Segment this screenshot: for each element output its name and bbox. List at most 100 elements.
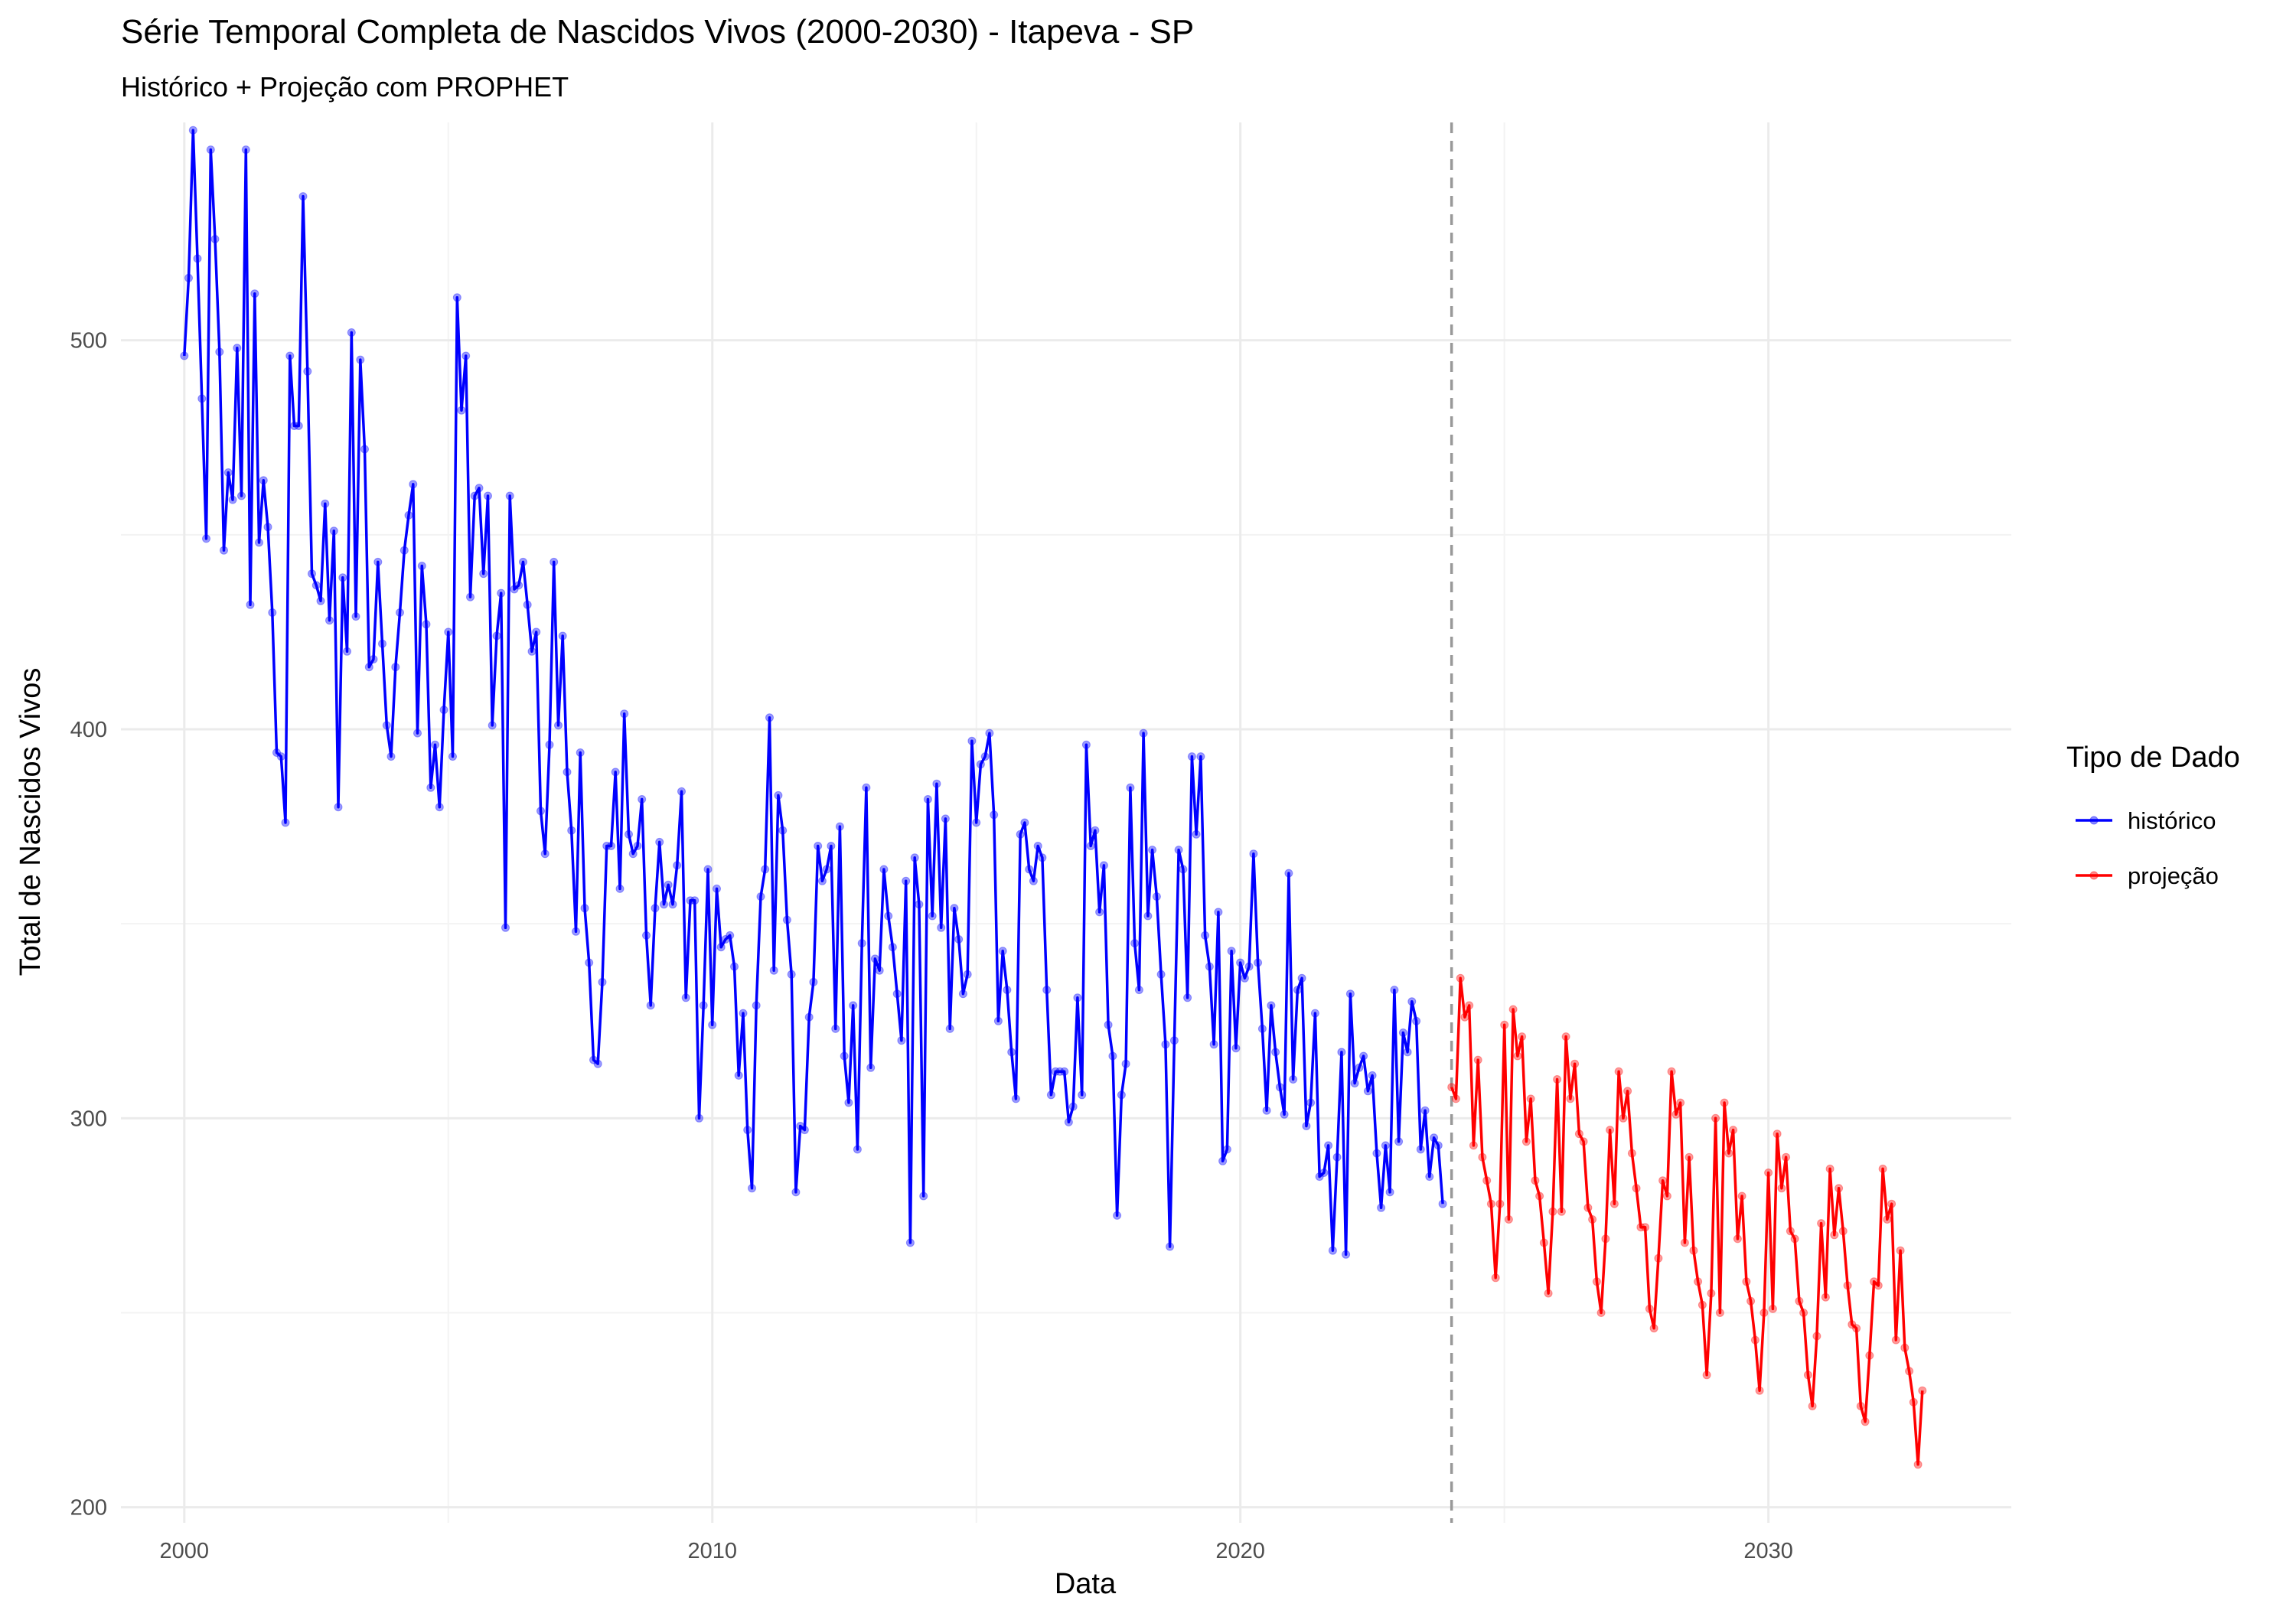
data-point-projecao [1508,1005,1518,1014]
data-point-projecao [1636,1223,1645,1232]
data-point-historico [1218,1156,1228,1165]
data-point-historico [748,1184,756,1193]
data-point-historico [281,818,290,827]
data-point-historico [769,966,778,975]
data-point-historico [897,1036,906,1045]
data-point-historico [945,1024,954,1033]
data-point-historico [466,592,475,601]
data-point-historico [1244,962,1254,971]
data-point-historico [241,145,250,155]
data-point-historico [1416,1145,1425,1154]
data-point-projecao [1680,1238,1689,1247]
data-point-historico [1051,1067,1060,1076]
data-point-historico [651,904,660,913]
data-point-historico [985,729,994,738]
data-point-historico [316,596,325,605]
data-point-projecao [1526,1094,1535,1103]
data-point-historico [941,814,950,823]
data-point-historico [285,351,295,360]
data-point-historico [963,970,972,979]
data-point-projecao [1764,1169,1773,1177]
data-point-historico [514,581,523,590]
data-point-historico [1342,1250,1351,1259]
data-point-projecao [1504,1215,1513,1224]
data-point-historico [1398,1028,1407,1037]
data-point-historico [1068,1102,1078,1111]
data-point-historico [475,484,484,493]
data-point-projecao [1495,1199,1505,1208]
data-point-historico [1042,986,1052,995]
data-point-projecao [1583,1203,1593,1212]
data-point-projecao [1835,1184,1844,1193]
data-point-historico [1086,842,1095,850]
data-point-historico [347,328,356,337]
data-point-historico [505,491,514,500]
data-point-historico [1201,931,1210,940]
data-point-historico [1046,1090,1055,1100]
data-point-projecao [1632,1184,1641,1193]
data-point-historico [290,422,298,430]
data-point-historico [1091,826,1100,835]
data-point-historico [1254,958,1263,967]
grid-minor-lines [121,122,2011,1523]
data-point-historico [875,966,884,975]
data-point-historico [233,344,242,353]
data-point-historico [527,647,536,656]
data-point-projecao [1671,1110,1681,1119]
data-point-historico [369,655,378,663]
data-point-projecao [1473,1055,1482,1064]
data-point-projecao [1825,1164,1835,1173]
data-point-historico [602,842,612,850]
data-point-projecao [1909,1397,1918,1407]
data-point-historico [298,192,308,201]
data-point-projecao [1777,1184,1786,1193]
data-point-historico [1240,973,1249,983]
data-point-historico [1113,1211,1122,1220]
data-point-projecao [1799,1309,1808,1317]
data-point-historico [1412,1016,1421,1025]
data-point-historico [1179,865,1188,874]
data-point-projecao [1606,1126,1615,1135]
data-point-historico [791,1188,801,1197]
data-point-historico [532,627,541,637]
data-point-historico [870,954,879,963]
data-point-historico [809,977,818,986]
data-point-historico [862,783,871,792]
data-point-historico [756,892,765,901]
data-point-historico [276,752,285,761]
data-point-historico [461,351,471,360]
data-point-projecao [1609,1199,1619,1208]
data-point-historico [479,569,488,579]
data-point-historico [334,803,343,812]
data-point-historico [457,406,466,415]
data-point-projecao [1711,1113,1720,1123]
data-point-historico [1227,947,1236,956]
data-point-historico [343,647,351,656]
data-point-projecao [1817,1219,1826,1228]
grid-major-lines [121,122,2011,1523]
data-point-historico [857,939,866,948]
data-point-projecao [1482,1176,1492,1185]
data-point-historico [958,989,967,999]
data-point-historico [1152,892,1161,901]
data-point-projecao [1856,1402,1865,1410]
data-point-projecao [1535,1191,1544,1201]
data-point-historico [1033,842,1042,850]
data-point-historico [576,748,585,757]
data-point-projecao [1557,1207,1566,1216]
data-point-historico [1222,1145,1231,1154]
data-point-historico [1095,908,1104,917]
data-point-historico [800,1126,809,1135]
data-point-historico [1121,1059,1130,1068]
data-point-projecao [1689,1246,1698,1255]
data-point-historico [237,491,246,500]
data-point-projecao [1627,1149,1636,1158]
data-point-historico [681,993,690,1002]
data-point-historico [866,1063,876,1072]
data-point-historico [523,600,532,609]
data-point-historico [1161,1040,1170,1049]
data-point-historico [620,709,629,719]
data-point-historico [655,837,664,846]
data-point-historico [417,562,426,570]
legend: Tipo de Dado histórico projeção [2066,742,2240,889]
